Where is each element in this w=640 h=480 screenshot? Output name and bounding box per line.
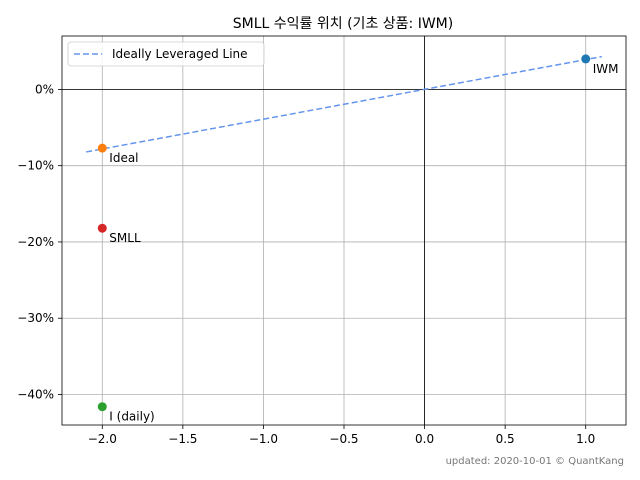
axes: −2.0 −1.5 −1.0 −0.5 0.0 0.5 1.0 0% −10% −20% −30% −…: [17, 35, 627, 446]
x-tick-label: −2.0: [88, 432, 117, 446]
x-tick-label: 0.0: [415, 432, 434, 446]
point-ideal: [97, 143, 107, 153]
point-label-iwm: IWM: [593, 62, 619, 76]
y-tick-label: −40%: [17, 387, 54, 401]
y-tick-label: 0%: [35, 82, 54, 96]
chart-title: SMLL 수익률 위치 (기초 상품: IWM): [233, 16, 453, 32]
legend: Ideally Leveraged Line: [67, 41, 265, 67]
point-i-daily: [97, 402, 107, 412]
x-tick-label: −1.5: [168, 432, 197, 446]
y-tick-label: −20%: [17, 235, 54, 249]
grid: [62, 36, 626, 425]
y-tick-label: −30%: [17, 311, 54, 325]
point-label-ideal: Ideal: [109, 151, 138, 165]
ideal-line: [86, 55, 602, 153]
y-tick-label: −10%: [17, 159, 54, 173]
legend-box: [67, 41, 265, 67]
legend-label: Ideally Leveraged Line: [112, 47, 248, 61]
footer-text: updated: 2020-10-01 © QuantKang: [446, 456, 624, 467]
x-tick-label: −1.0: [249, 432, 278, 446]
x-tick-label: −0.5: [329, 432, 358, 446]
x-tick-label: 1.0: [576, 432, 595, 446]
series-line-layer: [86, 55, 602, 153]
point-label-smll: SMLL: [109, 231, 141, 245]
points-layer: IWM Ideal SMLL I (daily): [97, 54, 619, 424]
point-iwm: [581, 54, 591, 64]
x-tick-label: 0.5: [496, 432, 515, 446]
point-smll: [97, 223, 107, 233]
point-label-i-daily: I (daily): [109, 410, 154, 424]
